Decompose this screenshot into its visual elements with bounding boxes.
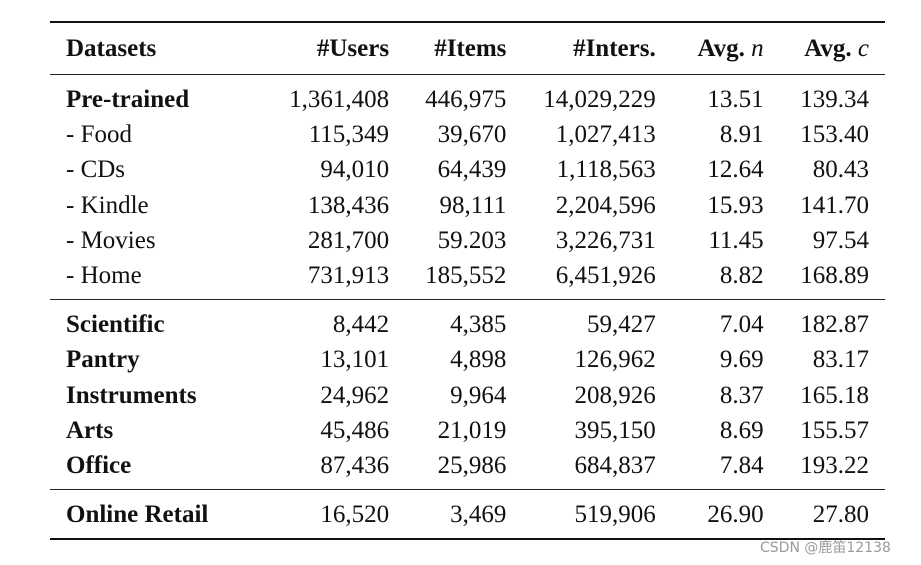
table-row: Office 87,436 25,986 684,837 7.84 193.22 xyxy=(50,448,885,490)
cell-avg-c: 27.80 xyxy=(812,501,869,529)
cell-items: 9,964 xyxy=(450,381,507,409)
cell-users: 115,349 xyxy=(308,121,390,149)
cell-avg-n: 11.45 xyxy=(708,226,764,254)
header-row: Datasets #Users #Items #Inters. Avg. n A… xyxy=(50,22,885,75)
dataset-name-cell: Arts xyxy=(66,416,114,444)
cell-avg-c: 182.87 xyxy=(800,311,869,339)
var-c: c xyxy=(857,34,869,62)
cell-items: 4,385 xyxy=(450,311,507,339)
cell-users: 24,962 xyxy=(320,381,390,409)
watermark: CSDN @鹿笛12138 xyxy=(760,540,891,556)
cell-items: 21,019 xyxy=(437,416,507,444)
cell-avg-n: 7.04 xyxy=(719,311,764,339)
dataset-name-cell: - Home xyxy=(66,262,142,290)
cell-items: 59.203 xyxy=(437,226,507,254)
cell-users: 731,913 xyxy=(307,262,390,290)
table-row: Scientific 8,442 4,385 59,427 7.04 182.87 xyxy=(50,299,885,343)
cell-avg-n: 13.51 xyxy=(707,86,764,113)
dataset-statistics-table: Datasets #Users #Items #Inters. Avg. n A… xyxy=(50,21,885,540)
cell-inters: 59,427 xyxy=(586,311,656,339)
cell-avg-c: 153.40 xyxy=(800,121,869,149)
table-body: Pre-trained 1,361,408 446,975 14,029,229 13.… xyxy=(50,75,885,540)
table-row: - Home 731,913 185,552 6,451,926 8.82 168.89 xyxy=(50,258,885,300)
dataset-name-cell: Pantry xyxy=(66,346,140,374)
cell-inters: 3,226,731 xyxy=(555,226,656,254)
cell-inters: 2,204,596 xyxy=(555,191,656,219)
cell-avg-n: 8.37 xyxy=(719,381,764,409)
cell-avg-n: 8.82 xyxy=(719,262,764,290)
cell-avg-n: 7.84 xyxy=(719,452,764,480)
cell-users: 1,361,408 xyxy=(289,86,390,113)
col-header-avg-c: Avg. c xyxy=(763,22,885,75)
cell-avg-c: 97.54 xyxy=(812,226,869,254)
dataset-name-cell: - Movies xyxy=(66,226,156,254)
dataset-name-cell: Instruments xyxy=(66,381,197,409)
avg-label: Avg. xyxy=(697,34,745,62)
table-row: - CDs 94,010 64,439 1,118,563 12.64 80.43 xyxy=(50,152,885,187)
col-header-datasets: Datasets xyxy=(50,22,253,75)
col-header-items: #Items xyxy=(389,22,507,75)
table-row: Pre-trained 1,361,408 446,975 14,029,229 13.… xyxy=(50,75,885,118)
dataset-name-cell: - Food xyxy=(66,121,132,149)
cell-users: 138,436 xyxy=(307,191,390,219)
cell-users: 94,010 xyxy=(320,156,390,184)
cell-avg-c: 80.43 xyxy=(812,156,869,184)
dataset-name-cell: Online Retail xyxy=(66,501,209,529)
table-row: - Kindle 138,436 98,111 2,204,596 15.93 141.7… xyxy=(50,188,885,223)
table-row: Pantry 13,101 4,898 126,962 9.69 83.17 xyxy=(50,342,885,377)
cell-users: 87,436 xyxy=(320,452,390,480)
cell-inters: 6,451,926 xyxy=(555,262,656,290)
var-n: n xyxy=(751,34,764,62)
cell-items: 64,439 xyxy=(437,156,507,184)
cell-inters: 1,027,413 xyxy=(555,121,656,149)
cell-inters: 684,837 xyxy=(574,452,656,480)
cell-items: 25,986 xyxy=(437,452,507,480)
cell-items: 185,552 xyxy=(425,262,507,290)
cell-avg-c: 168.89 xyxy=(800,262,869,290)
cell-users: 16,520 xyxy=(320,501,390,529)
cell-avg-n: 8.69 xyxy=(719,416,764,444)
dataset-name-cell: Pre-trained xyxy=(66,86,190,113)
cell-inters: 519,906 xyxy=(574,501,656,529)
dataset-name-cell: - Kindle xyxy=(66,191,149,219)
col-header-users: #Users xyxy=(252,22,390,75)
cell-items: 4,898 xyxy=(450,346,507,374)
cell-inters: 1,118,563 xyxy=(556,156,656,184)
dataset-name-cell: Office xyxy=(66,452,132,480)
cell-avg-n: 15.93 xyxy=(707,191,764,219)
cell-avg-n: 12.64 xyxy=(707,156,764,184)
cell-avg-n: 8.91 xyxy=(719,121,764,149)
cell-users: 8,442 xyxy=(332,311,390,339)
table-row: Arts 45,486 21,019 395,150 8.69 155.57 xyxy=(50,413,885,448)
cell-inters: 208,926 xyxy=(574,381,656,409)
col-header-inters: #Inters. xyxy=(506,22,656,75)
table-row: - Food 115,349 39,670 1,027,413 8.91 153.40 xyxy=(50,117,885,152)
cell-users: 281,700 xyxy=(307,226,390,254)
cell-avg-c: 193.22 xyxy=(800,452,869,480)
cell-items: 98,111 xyxy=(439,191,507,219)
avg-label: Avg. xyxy=(804,34,852,62)
cell-items: 446,975 xyxy=(425,86,507,113)
col-header-avg-n: Avg. n xyxy=(655,22,764,75)
dataset-name-cell: Scientific xyxy=(66,311,165,339)
table-row: Instruments 24,962 9,964 208,926 8.37 165.18 xyxy=(50,378,885,413)
cell-avg-c: 155.57 xyxy=(800,416,869,444)
cell-users: 13,101 xyxy=(320,346,390,374)
cell-avg-c: 165.18 xyxy=(800,381,869,409)
cell-items: 39,670 xyxy=(437,121,507,149)
cell-avg-n: 9.69 xyxy=(719,346,764,374)
cell-users: 45,486 xyxy=(320,416,390,444)
cell-inters: 14,029,229 xyxy=(543,86,656,113)
dataset-name-cell: - CDs xyxy=(66,156,126,184)
cell-inters: 395,150 xyxy=(574,416,656,444)
cell-inters: 126,962 xyxy=(574,346,656,374)
cell-avg-n: 26.90 xyxy=(707,501,764,529)
table-row: Online Retail 16,520 3,469 519,906 26.90 27.8… xyxy=(50,489,885,540)
cell-avg-c: 83.17 xyxy=(812,346,869,374)
cell-avg-c: 141.70 xyxy=(800,191,869,219)
cell-avg-c: 139.34 xyxy=(800,86,869,113)
table-row: - Movies 281,700 59.203 3,226,731 11.45 97.54 xyxy=(50,223,885,258)
cell-items: 3,469 xyxy=(450,501,507,529)
